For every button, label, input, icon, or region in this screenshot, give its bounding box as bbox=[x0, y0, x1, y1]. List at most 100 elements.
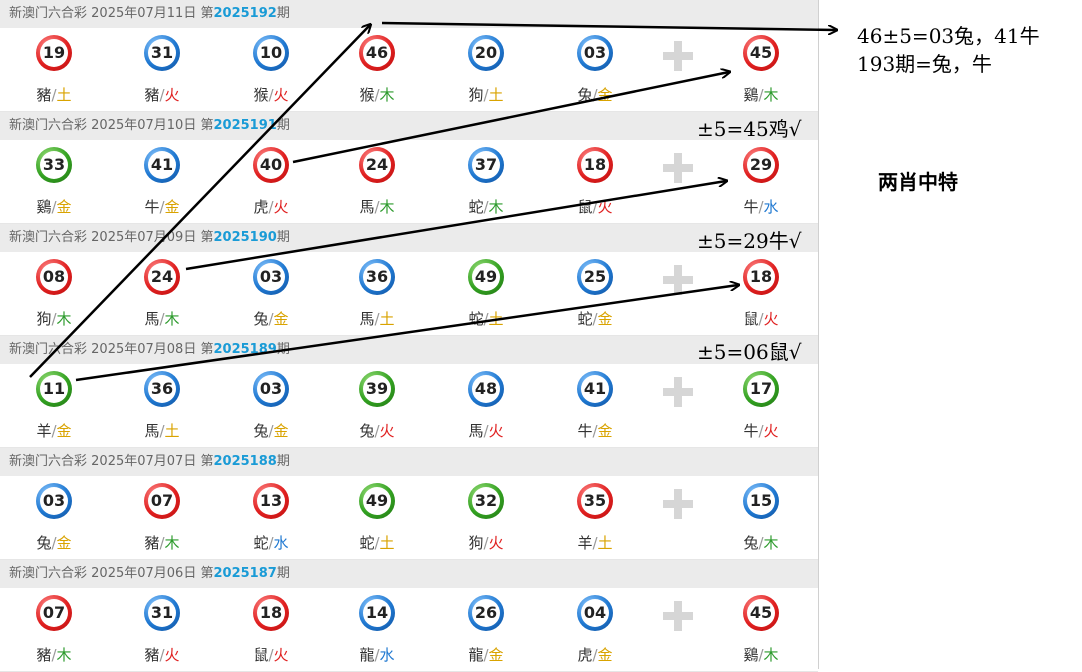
number-ball[interactable]: 03 bbox=[577, 35, 613, 71]
element: 土 bbox=[56, 86, 72, 104]
lottery-name: 新澳门六合彩 bbox=[9, 566, 88, 581]
ball-number: 48 bbox=[474, 379, 498, 398]
number-ball[interactable]: 37 bbox=[468, 147, 504, 183]
zodiac: 兔 bbox=[253, 422, 269, 440]
number-ball[interactable]: 07 bbox=[144, 483, 180, 519]
zodiac: 鷄 bbox=[36, 198, 52, 216]
number-ball[interactable]: 41 bbox=[144, 147, 180, 183]
ball-number: 24 bbox=[365, 155, 389, 174]
number-ball[interactable]: 36 bbox=[144, 371, 180, 407]
draw-row: 新澳门六合彩 2025年07月11日 第2025192期 19 豬/土 31 豬/火 10… bbox=[0, 0, 818, 112]
issue-number[interactable]: 2025192 bbox=[213, 6, 277, 21]
number-ball[interactable]: 15 bbox=[743, 483, 779, 519]
number-ball[interactable]: 45 bbox=[743, 35, 779, 71]
number-ball[interactable]: 07 bbox=[36, 595, 72, 631]
ball-cell: 10 猴/火 bbox=[236, 28, 306, 111]
number-ball[interactable]: 32 bbox=[468, 483, 504, 519]
number-ball[interactable]: 11 bbox=[36, 371, 72, 407]
number-ball[interactable]: 24 bbox=[144, 259, 180, 295]
ball-number: 08 bbox=[42, 267, 66, 286]
ball-number: 39 bbox=[365, 379, 389, 398]
zodiac: 羊 bbox=[577, 534, 593, 552]
number-ball[interactable]: 49 bbox=[359, 483, 395, 519]
ball-cell: 48 馬/火 bbox=[451, 364, 521, 447]
issue-number[interactable]: 2025191 bbox=[213, 118, 277, 133]
ball-number: 46 bbox=[365, 43, 389, 62]
number-ball[interactable]: 24 bbox=[359, 147, 395, 183]
number-ball[interactable]: 08 bbox=[36, 259, 72, 295]
zodiac: 鼠 bbox=[743, 310, 759, 328]
number-ball[interactable]: 03 bbox=[253, 371, 289, 407]
ball-cell: 36 馬/土 bbox=[127, 364, 197, 447]
plus-icon bbox=[663, 489, 693, 519]
zodiac-element-label: 羊/金 bbox=[19, 420, 89, 441]
zodiac: 猴 bbox=[359, 86, 375, 104]
special-ball-cell: 29 牛/水 bbox=[726, 140, 796, 223]
zodiac: 鼠 bbox=[577, 198, 593, 216]
number-ball[interactable]: 41 bbox=[577, 371, 613, 407]
number-ball[interactable]: 20 bbox=[468, 35, 504, 71]
issue-number[interactable]: 2025190 bbox=[213, 230, 277, 245]
zodiac: 牛 bbox=[144, 198, 160, 216]
ball-cell: 33 鷄/金 bbox=[19, 140, 89, 223]
number-ball[interactable]: 10 bbox=[253, 35, 289, 71]
number-ball[interactable]: 46 bbox=[359, 35, 395, 71]
draw-row: 新澳门六合彩 2025年07月07日 第2025188期 03 兔/金 07 豬/木 13… bbox=[0, 448, 818, 560]
number-ball[interactable]: 36 bbox=[359, 259, 395, 295]
ball-number: 41 bbox=[150, 155, 174, 174]
number-ball[interactable]: 49 bbox=[468, 259, 504, 295]
zodiac: 蛇 bbox=[253, 534, 269, 552]
ball-number: 45 bbox=[749, 43, 773, 62]
number-ball[interactable]: 29 bbox=[743, 147, 779, 183]
number-ball[interactable]: 48 bbox=[468, 371, 504, 407]
zodiac: 蛇 bbox=[468, 310, 484, 328]
number-ball[interactable]: 19 bbox=[36, 35, 72, 71]
number-ball[interactable]: 40 bbox=[253, 147, 289, 183]
separator: / bbox=[51, 534, 57, 552]
element: 金 bbox=[488, 646, 504, 664]
ball-number: 35 bbox=[583, 491, 607, 510]
zodiac-element-label: 兔/金 bbox=[236, 308, 306, 329]
zodiac-element-label: 虎/金 bbox=[560, 644, 630, 665]
ball-cell: 24 馬/木 bbox=[342, 140, 412, 223]
issue-number[interactable]: 2025187 bbox=[213, 566, 277, 581]
number-ball[interactable]: 04 bbox=[577, 595, 613, 631]
ball-number: 36 bbox=[365, 267, 389, 286]
issue-number[interactable]: 2025188 bbox=[213, 454, 277, 469]
ball-cell: 41 牛/金 bbox=[560, 364, 630, 447]
ball-cell: 26 龍/金 bbox=[451, 588, 521, 671]
zodiac-element-label: 鷄/金 bbox=[19, 196, 89, 217]
number-ball[interactable]: 45 bbox=[743, 595, 779, 631]
zodiac: 牛 bbox=[577, 422, 593, 440]
number-ball[interactable]: 33 bbox=[36, 147, 72, 183]
number-ball[interactable]: 17 bbox=[743, 371, 779, 407]
number-ball[interactable]: 26 bbox=[468, 595, 504, 631]
element: 水 bbox=[379, 646, 395, 664]
ball-cell: 18 鼠/火 bbox=[560, 140, 630, 223]
plus-icon bbox=[663, 377, 693, 407]
number-ball[interactable]: 39 bbox=[359, 371, 395, 407]
number-ball[interactable]: 18 bbox=[577, 147, 613, 183]
ball-number: 18 bbox=[583, 155, 607, 174]
separator: / bbox=[592, 534, 598, 552]
ball-cell: 36 馬/土 bbox=[342, 252, 412, 335]
number-ball[interactable]: 18 bbox=[253, 595, 289, 631]
number-ball[interactable]: 35 bbox=[577, 483, 613, 519]
issue-suffix: 期 bbox=[276, 566, 290, 581]
number-ball[interactable]: 25 bbox=[577, 259, 613, 295]
ball-number: 15 bbox=[749, 491, 773, 510]
number-ball[interactable]: 03 bbox=[36, 483, 72, 519]
number-ball[interactable]: 31 bbox=[144, 595, 180, 631]
number-ball[interactable]: 31 bbox=[144, 35, 180, 71]
number-ball[interactable]: 14 bbox=[359, 595, 395, 631]
zodiac: 豬 bbox=[144, 86, 160, 104]
issue-number[interactable]: 2025189 bbox=[213, 342, 277, 357]
issue-suffix: 期 bbox=[276, 6, 290, 21]
number-ball[interactable]: 18 bbox=[743, 259, 779, 295]
element: 水 bbox=[273, 534, 289, 552]
number-ball[interactable]: 13 bbox=[253, 483, 289, 519]
element: 金 bbox=[597, 646, 613, 664]
separator: / bbox=[758, 86, 764, 104]
element: 木 bbox=[488, 198, 504, 216]
number-ball[interactable]: 03 bbox=[253, 259, 289, 295]
